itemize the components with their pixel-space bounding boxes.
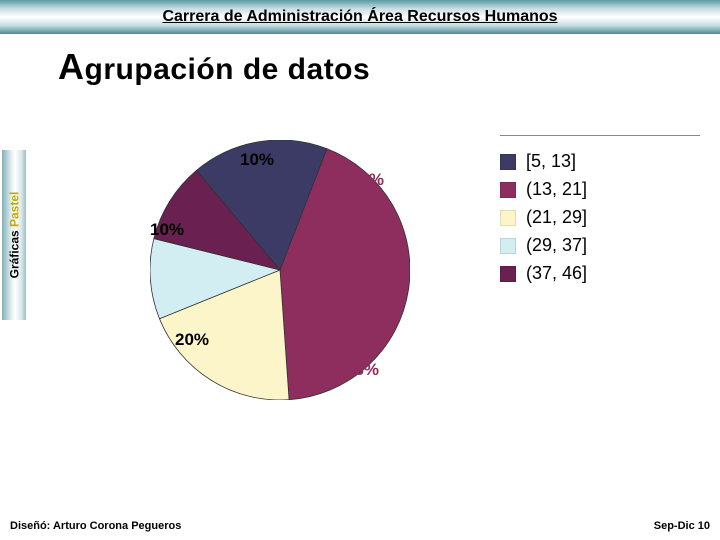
legend-item: (13, 21] — [500, 179, 700, 200]
legend-item: [5, 13] — [500, 151, 700, 172]
header: Carrera de Administración Área Recursos … — [0, 0, 720, 40]
pct-label: 43% — [345, 360, 379, 380]
footer-author: Diseñó: Arturo Corona Pegueros — [10, 520, 181, 532]
title-rest: grupación de datos — [85, 53, 371, 86]
sidebar-text: Gráficas Pastel — [7, 192, 21, 279]
sidebar-line2: Pastel — [7, 192, 21, 227]
legend-swatch — [500, 182, 516, 198]
legend-label: (37, 46] — [526, 263, 587, 284]
legend-swatch — [500, 154, 516, 170]
sidebar-label: Gráficas Pastel — [2, 150, 26, 320]
legend-label: (21, 29] — [526, 207, 587, 228]
pct-label: 10% — [150, 220, 184, 240]
legend-swatch — [500, 266, 516, 282]
pie-chart: 17% 43% 20% 10% 10% — [100, 110, 460, 450]
legend-item: (21, 29] — [500, 207, 700, 228]
pct-label: 10% — [240, 150, 274, 170]
title-cap: A — [58, 46, 85, 87]
legend-label: (29, 37] — [526, 235, 587, 256]
page-title: Agrupación de datos — [58, 46, 370, 88]
footer-date: Sep-Dic 10 — [654, 520, 710, 532]
pct-label: 17% — [350, 170, 384, 190]
legend-item: (29, 37] — [500, 235, 700, 256]
sidebar-line1: Gráficas — [7, 230, 21, 278]
legend-swatch — [500, 238, 516, 254]
legend-label: (13, 21] — [526, 179, 587, 200]
legend-swatch — [500, 210, 516, 226]
legend: [5, 13] (13, 21] (21, 29] (29, 37] (37, 46] — [500, 135, 700, 291]
legend-item: (37, 46] — [500, 263, 700, 284]
legend-label: [5, 13] — [526, 151, 576, 172]
pct-label: 20% — [175, 330, 209, 350]
header-title: Carrera de Administración Área Recursos … — [0, 0, 720, 34]
